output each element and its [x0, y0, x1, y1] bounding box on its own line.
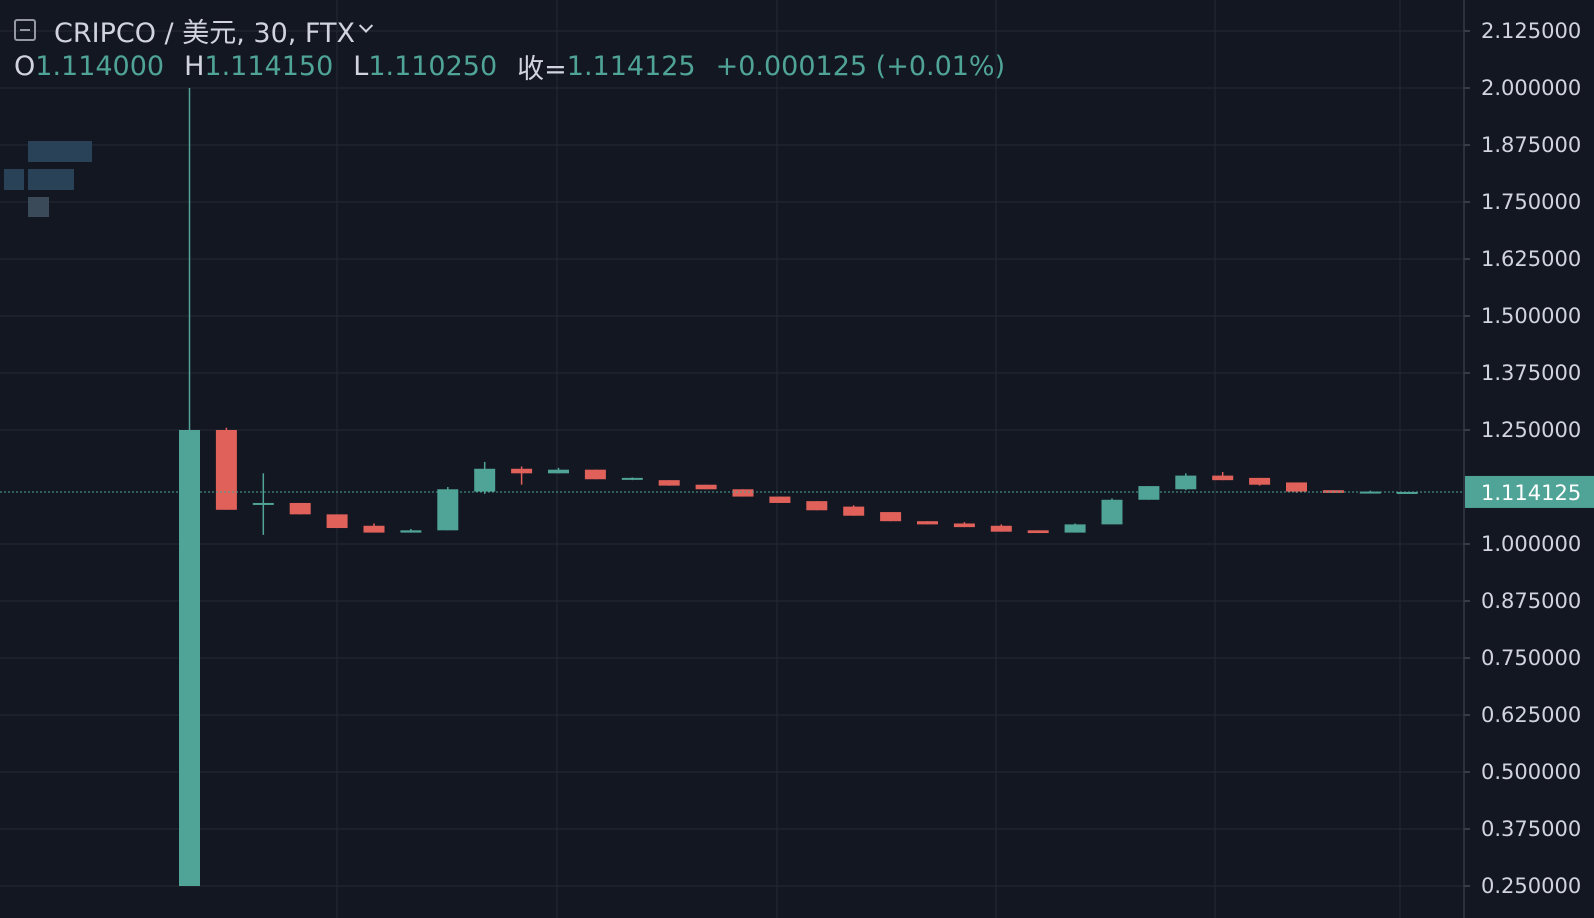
candle-body: [511, 468, 533, 474]
candle-body: [695, 484, 717, 490]
change-value: +0.000125 (+0.01%): [715, 50, 1006, 82]
price-axis[interactable]: 2.125000 2.000000 1.875000 1.750000 1.625000…: [1463, 0, 1581, 918]
symbol-header: CRIPCO / 美元, 30, FTX: [14, 12, 374, 49]
candle-body: [953, 523, 975, 528]
candle-body: [437, 489, 459, 531]
last-price-marker: 1.114125: [0, 475, 1594, 508]
collapse-icon[interactable]: [14, 19, 36, 41]
tick-label: 1.875000: [1481, 133, 1581, 157]
low-value: 1.110250: [368, 50, 498, 82]
candle-body: [1286, 482, 1307, 492]
candle-body: [1101, 499, 1123, 525]
high-value: 1.114150: [204, 50, 334, 82]
candle-body: [215, 430, 237, 510]
candle-body: [806, 501, 828, 511]
candle-body: [252, 502, 274, 505]
tick-label: 0.750000: [1481, 646, 1581, 670]
tick-label: 1.250000: [1481, 418, 1581, 442]
indicator-block: [28, 141, 92, 162]
candle-body: [584, 469, 606, 480]
candle-body: [1027, 530, 1049, 534]
candle-body: [1064, 524, 1086, 533]
candle-body: [843, 506, 865, 516]
ohlc-legend: O 1.114000 H 1.114150 L 1.110250 收= 1.11…: [14, 48, 1025, 85]
symbol-title[interactable]: CRIPCO / 美元, 30, FTX: [54, 17, 355, 49]
candle-body: [400, 530, 422, 533]
tick-label: 1.500000: [1481, 304, 1581, 328]
candle-body: [658, 480, 680, 486]
candle-body: [990, 525, 1012, 532]
tick-label: 1.625000: [1481, 247, 1581, 271]
candle-body: [363, 525, 385, 533]
open-label: O: [14, 50, 36, 82]
candles: [179, 88, 1418, 886]
tick-label: 0.625000: [1481, 703, 1581, 727]
tick-label: 0.250000: [1481, 874, 1581, 898]
indicator-block: [28, 169, 74, 190]
candle-body: [621, 477, 643, 480]
candle-body: [289, 502, 311, 515]
candle-body: [732, 489, 754, 497]
candle-body: [1175, 475, 1197, 490]
tick-label: 2.125000: [1481, 19, 1581, 43]
candle-body: [179, 430, 200, 886]
close-value: 1.114125: [566, 50, 696, 82]
tick-label: 1.375000: [1481, 361, 1581, 385]
indicator-block: [28, 197, 49, 217]
tick-label: 2.000000: [1481, 76, 1581, 100]
candle-body: [474, 468, 496, 492]
candle-body: [1396, 491, 1418, 494]
chevron-down-icon[interactable]: [358, 18, 374, 33]
tick-label: 0.375000: [1481, 817, 1581, 841]
tick-label: 1.750000: [1481, 190, 1581, 214]
candle-body: [326, 514, 348, 529]
candle-body: [880, 512, 902, 522]
candle-body: [548, 469, 569, 474]
candle-body: [1138, 486, 1160, 500]
candle-body: [1212, 475, 1234, 481]
last-price-label: 1.114125: [1481, 481, 1581, 505]
candle-body: [917, 521, 938, 525]
candle-body: [1249, 477, 1271, 485]
tick-label: 0.500000: [1481, 760, 1581, 784]
tick-label: 0.875000: [1481, 589, 1581, 613]
indicator-block: [4, 169, 24, 190]
last-price-tag: [1465, 475, 1594, 508]
close-label: 收=: [517, 53, 567, 85]
low-label: L: [353, 50, 369, 82]
high-label: H: [184, 50, 205, 82]
candle-body: [1359, 491, 1381, 494]
tick-label: 1.000000: [1481, 532, 1581, 556]
grid: [0, 0, 1464, 918]
candle-body: [769, 496, 791, 503]
open-value: 1.114000: [35, 50, 165, 82]
